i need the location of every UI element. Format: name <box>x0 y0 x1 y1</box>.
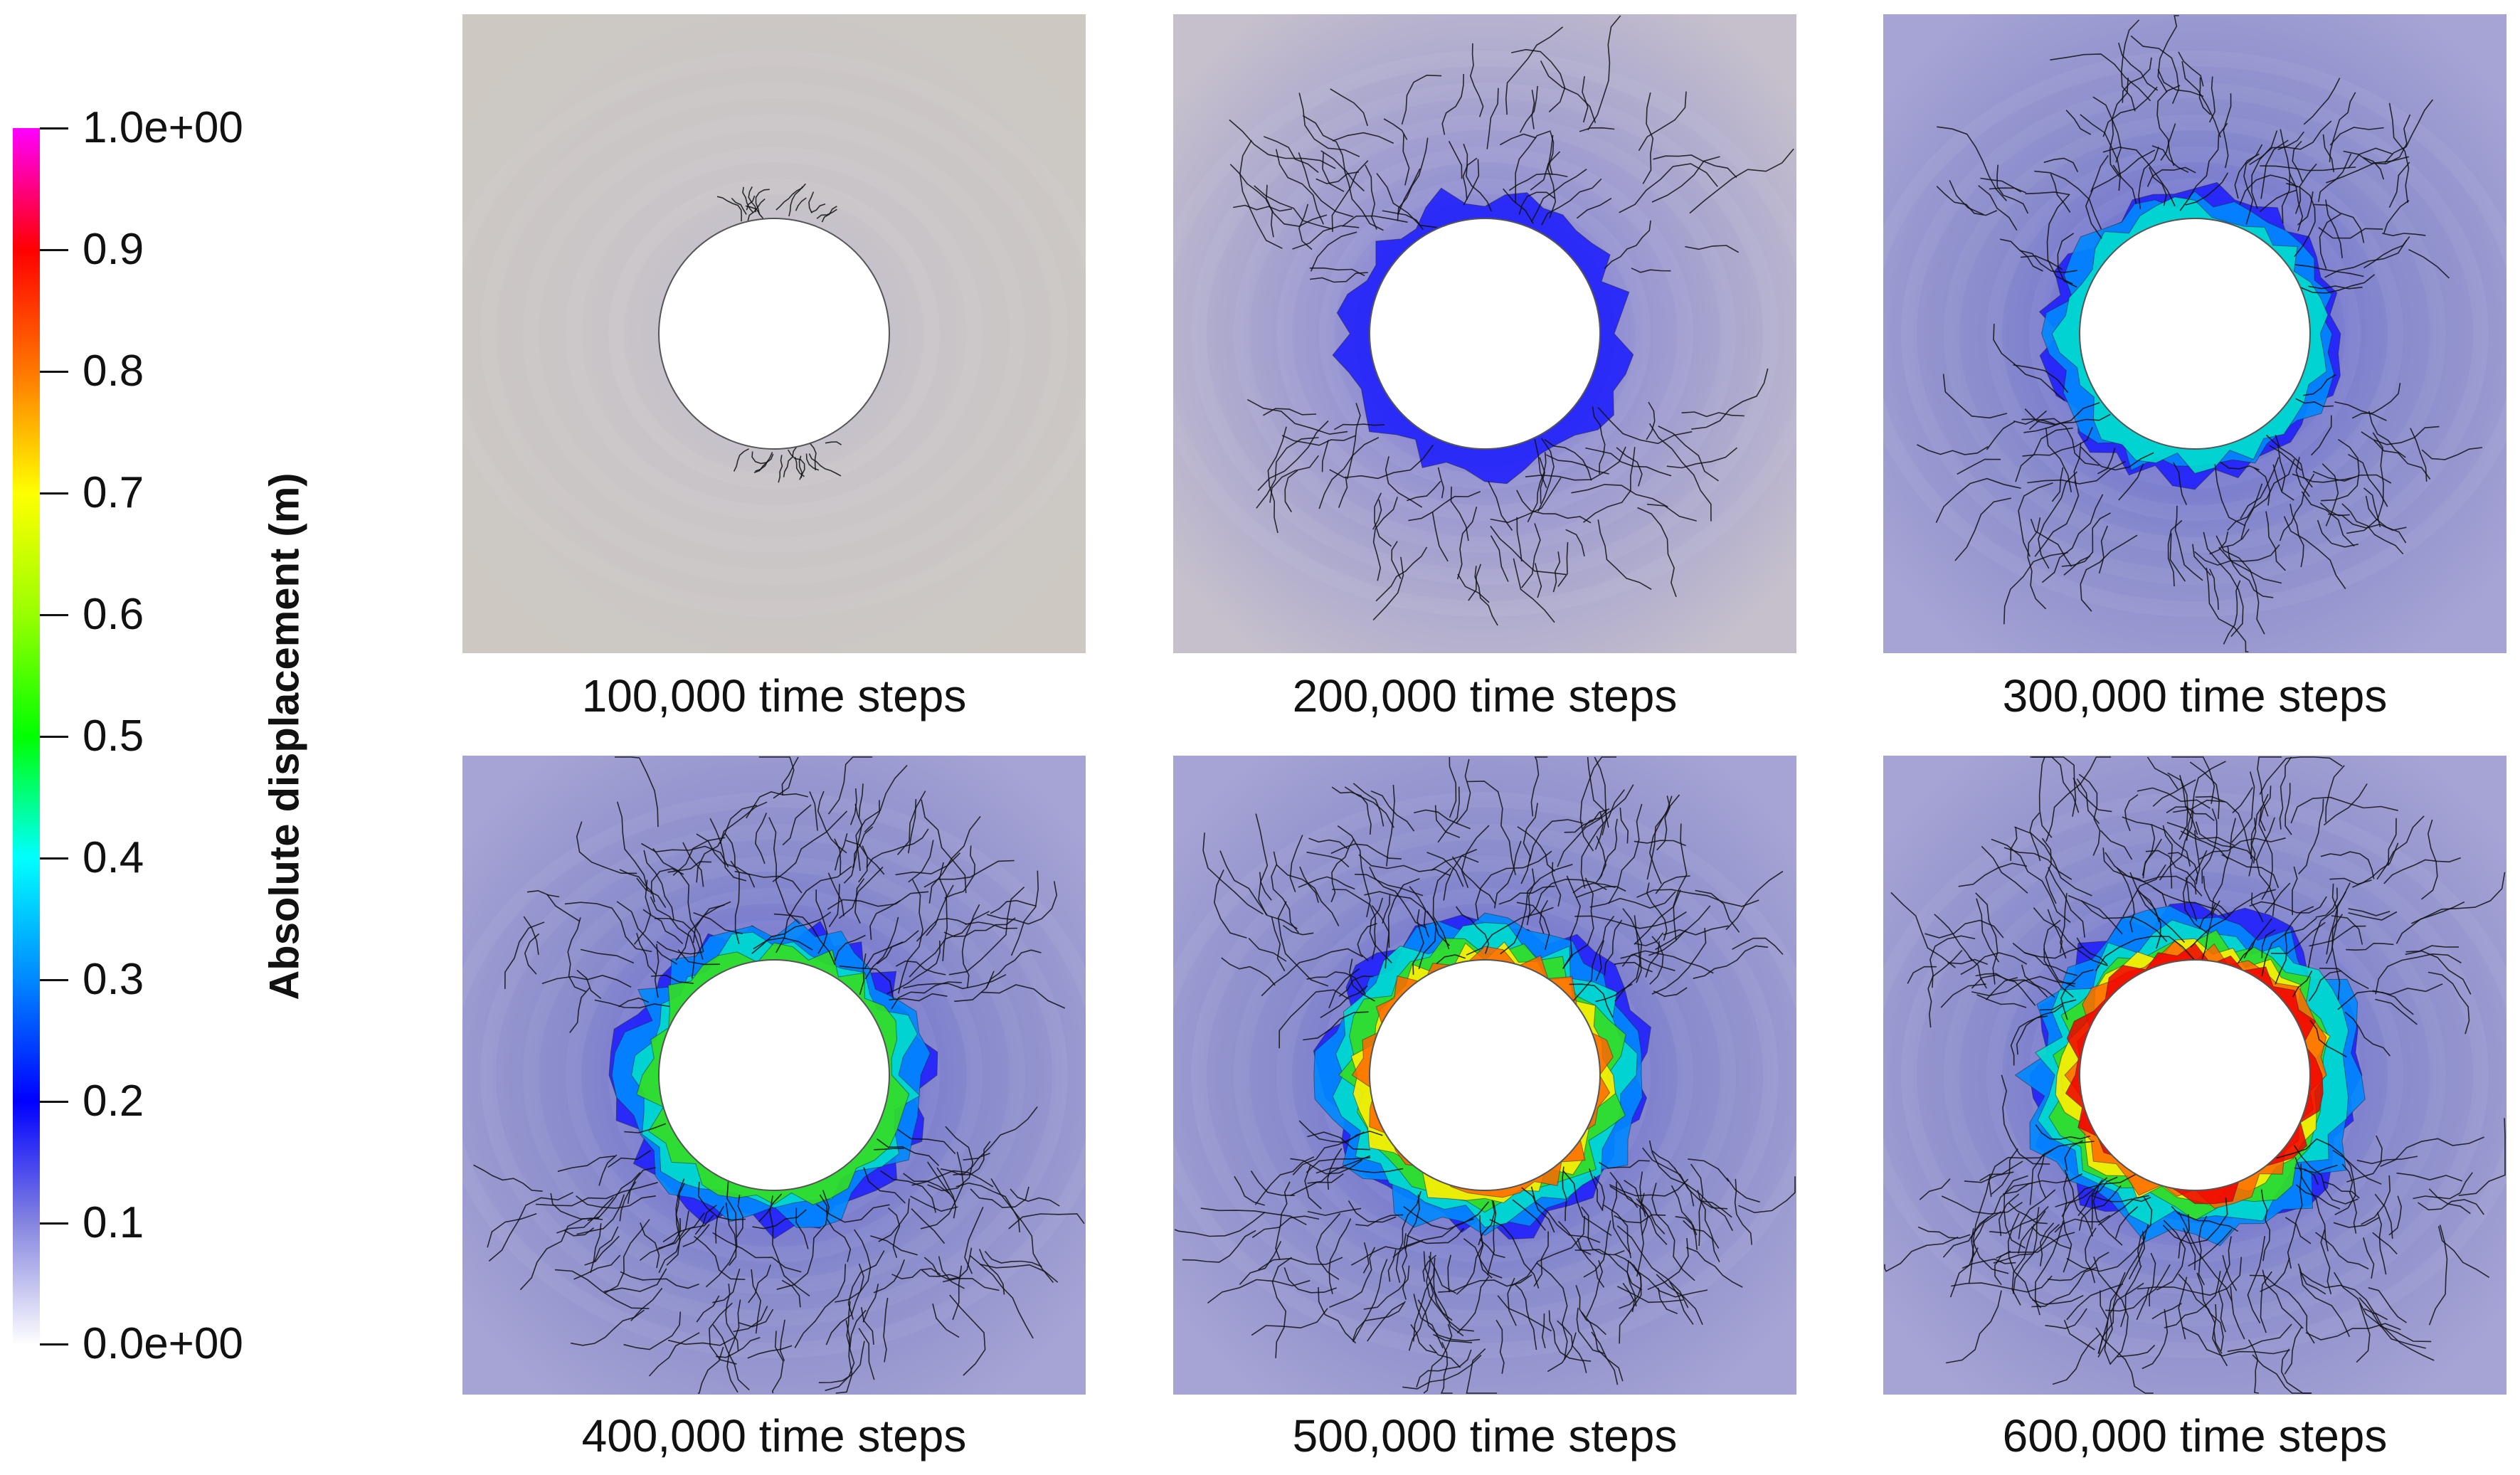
panel-caption: 100,000 time steps <box>581 670 967 721</box>
colorbar-tick <box>40 492 68 495</box>
colorbar-tick-label: 0.1 <box>83 1198 144 1247</box>
panel-caption: 400,000 time steps <box>581 1410 967 1461</box>
crack-network <box>473 756 1085 1394</box>
crack-network <box>716 183 842 483</box>
colorbar-tick-label: 0.8 <box>83 347 144 396</box>
borehole <box>1369 959 1601 1191</box>
borehole <box>2079 959 2311 1191</box>
colorbar-tick-label: 0.5 <box>83 712 144 761</box>
panel-caption: 500,000 time steps <box>1292 1410 1678 1461</box>
borehole <box>2079 218 2311 450</box>
panel-figure <box>1883 14 2506 653</box>
crack-network <box>1884 756 2506 1394</box>
colorbar-tick <box>40 1222 68 1225</box>
simulation-panel-100k <box>462 14 1086 653</box>
colorbar-tick <box>40 1343 68 1346</box>
panel-figure <box>462 756 1086 1395</box>
colorbar-tick-label: 0.2 <box>83 1077 144 1126</box>
panel-caption: 600,000 time steps <box>2002 1410 2388 1461</box>
panel-caption: 200,000 time steps <box>1292 670 1678 721</box>
panel-figure <box>1173 14 1796 653</box>
colorbar-tick-label: 0.3 <box>83 955 144 1004</box>
colorbar-tick <box>40 249 68 251</box>
colorbar <box>13 128 40 1345</box>
colorbar-title: Absolute displacement (m) <box>261 472 308 1000</box>
panel-figure <box>1173 756 1796 1395</box>
colorbar-tick-label: 0.0e+00 <box>83 1319 243 1368</box>
panel-figure <box>1883 756 2506 1395</box>
panel-caption: 300,000 time steps <box>2002 670 2388 721</box>
colorbar-tick <box>40 371 68 373</box>
colorbar-tick-label: 0.6 <box>83 590 144 639</box>
colorbar-tick <box>40 614 68 616</box>
colorbar-tick <box>40 979 68 981</box>
colorbar-tick-label: 0.7 <box>83 468 144 517</box>
colorbar-tick-label: 1.0e+00 <box>83 103 243 152</box>
simulation-panel-500k <box>1173 756 1796 1395</box>
colorbar-tick <box>40 127 68 129</box>
colorbar-tick-label: 0.9 <box>83 225 144 274</box>
simulation-panel-600k <box>1883 756 2506 1395</box>
borehole <box>658 218 890 450</box>
colorbar-tick <box>40 857 68 860</box>
simulation-panel-300k <box>1883 14 2506 653</box>
crack-network <box>1174 756 1796 1394</box>
crack-network <box>1917 15 2482 652</box>
borehole <box>1369 218 1601 450</box>
colorbar-tick-label: 0.4 <box>83 833 144 882</box>
crack-network <box>1229 15 1794 626</box>
borehole <box>658 959 890 1191</box>
simulation-panel-400k <box>462 756 1086 1395</box>
colorbar-tick <box>40 1101 68 1103</box>
panel-figure <box>462 14 1086 653</box>
simulation-panel-200k <box>1173 14 1796 653</box>
colorbar-tick <box>40 736 68 738</box>
